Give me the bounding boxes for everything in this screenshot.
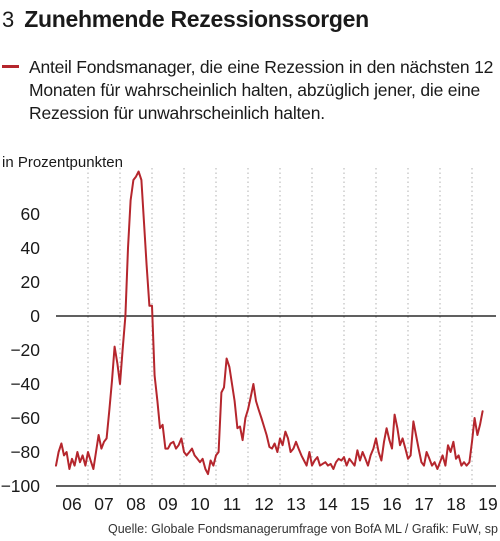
- x-tick-label: 08: [126, 494, 145, 514]
- x-tick-label: 14: [318, 494, 338, 514]
- x-tick-label: 12: [254, 494, 273, 514]
- y-tick-label: −40: [10, 374, 40, 394]
- y-tick-label: 60: [21, 204, 41, 224]
- y-tick-label: −60: [10, 408, 40, 428]
- title-row: 3 Zunehmende Rezessionssorgen: [2, 6, 369, 40]
- x-tick-label: 16: [382, 494, 401, 514]
- x-tick-label: 13: [286, 494, 305, 514]
- x-tick-label: 18: [446, 494, 465, 514]
- legend: Anteil Fondsmanager, die eine Rezession …: [2, 56, 498, 125]
- y-tick-label: −20: [10, 340, 40, 360]
- x-tick-label: 10: [190, 494, 210, 514]
- figure-number: 3: [2, 7, 15, 32]
- y-tick-label: 40: [21, 238, 41, 258]
- chart-title: Zunehmende Rezessionssorgen: [24, 6, 369, 32]
- source-note: Quelle: Globale Fondsmanagerumfrage von …: [108, 522, 498, 536]
- legend-line-swatch: [2, 65, 19, 68]
- x-tick-label: 11: [223, 494, 241, 514]
- x-tick-label: 19: [478, 494, 497, 514]
- x-tick-label: 09: [158, 494, 177, 514]
- x-tick-label: 15: [350, 494, 369, 514]
- x-tick-label: 06: [62, 494, 81, 514]
- series-line: [55, 170, 484, 476]
- y-tick-label: 0: [30, 306, 40, 326]
- y-axis-unit-label: in Prozentpunkten: [2, 154, 123, 171]
- x-tick-label: 07: [94, 494, 113, 514]
- x-tick-label: 17: [414, 494, 433, 514]
- y-tick-label: 20: [21, 272, 41, 292]
- y-tick-label: −100: [1, 476, 41, 496]
- y-tick-label: −80: [10, 442, 40, 462]
- legend-text: Anteil Fondsmanager, die eine Rezession …: [29, 57, 494, 123]
